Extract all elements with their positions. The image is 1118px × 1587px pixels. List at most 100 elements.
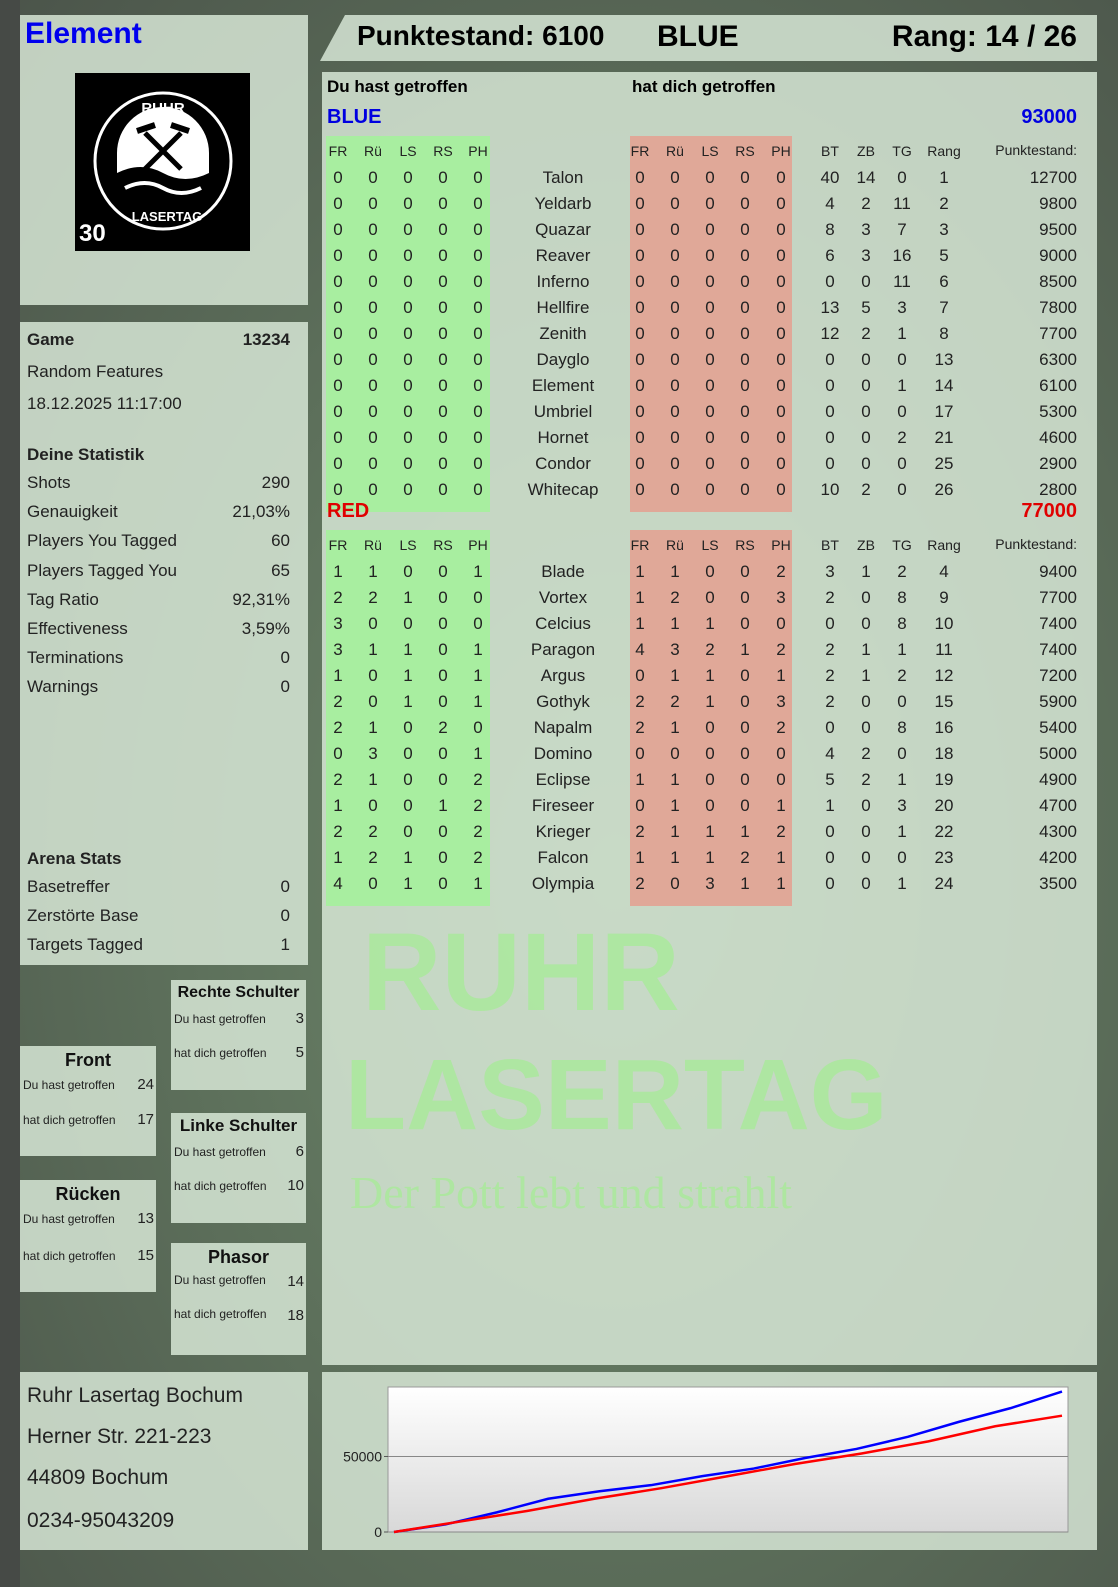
column-header: FR — [630, 143, 650, 159]
stat-cell: 1 — [897, 770, 907, 789]
stat-cell: 0 — [368, 428, 378, 447]
stat-cell: 5 — [861, 298, 871, 317]
stat-cell: 0 — [825, 874, 835, 893]
stat-cell: 0 — [635, 376, 645, 395]
stat-cell: 1 — [403, 588, 413, 607]
team-label: BLUE — [657, 20, 739, 53]
column-header: RS — [433, 537, 453, 553]
stat-cell: 0 — [670, 744, 680, 763]
stat-label: Terminations — [27, 648, 124, 668]
stat-cell: 2 — [861, 744, 871, 763]
stat-value: 65 — [271, 560, 290, 580]
stat-label: Players Tagged You — [27, 560, 177, 580]
stat-label: Tag Ratio — [27, 589, 99, 609]
stat-cell: 0 — [705, 272, 715, 291]
stat-cell: 11 — [893, 194, 911, 213]
stat-cell: 0 — [861, 454, 871, 473]
column-header: FR — [630, 537, 650, 553]
stat-cell: 0 — [333, 272, 343, 291]
stat-value: 290 — [261, 473, 290, 492]
stat-cell: 3 — [825, 562, 835, 581]
stat-cell: 0 — [825, 848, 835, 867]
stat-cell: 0 — [670, 298, 680, 317]
stat-cell: 1 — [897, 822, 907, 841]
stat-cell: 2 — [776, 822, 786, 841]
stat-cell: 1 — [705, 666, 715, 685]
stat-cell: 0 — [635, 272, 645, 291]
stat-cell: 0 — [635, 744, 645, 763]
stat-cell: 0 — [776, 454, 786, 473]
column-header: PH — [771, 537, 791, 553]
column-header: PH — [468, 537, 488, 553]
arena-stat-label: Basetreffer — [27, 877, 110, 896]
stat-cell: 0 — [635, 194, 645, 213]
stat-cell: 0 — [438, 848, 448, 867]
stat-cell: 2 — [670, 692, 680, 711]
stat-cell: 0 — [635, 168, 645, 187]
hit-you-band — [630, 530, 792, 906]
stat-cell: 0 — [825, 822, 835, 841]
stat-cell: 0 — [705, 324, 715, 343]
stat-cell: 1 — [740, 640, 750, 659]
stat-cell: 3 — [705, 874, 715, 893]
stat-cell: 0 — [438, 298, 448, 317]
stat-cell: 0 — [438, 874, 448, 893]
column-header: BT — [821, 143, 839, 159]
stat-cell: 2 — [861, 770, 871, 789]
player-score: 9800 — [1039, 194, 1077, 213]
zone-title: Front — [65, 1050, 111, 1070]
stat-cell: 0 — [333, 324, 343, 343]
logo-icon: RUHR LASERTAG 30 — [79, 91, 233, 247]
stat-cell: 0 — [705, 168, 715, 187]
stat-cell: 0 — [438, 454, 448, 473]
zone-title: Rechte Schulter — [177, 984, 300, 1001]
player-name: Celcius — [535, 614, 591, 633]
arena-stat-value: 0 — [280, 877, 290, 896]
stat-cell: 0 — [635, 220, 645, 239]
stat-cell: 0 — [473, 246, 483, 265]
stat-cell: 0 — [473, 718, 483, 737]
stat-cell: 0 — [368, 376, 378, 395]
player-name: Whitecap — [527, 480, 599, 499]
stat-cell: 0 — [705, 220, 715, 239]
stat-cell: 0 — [776, 402, 786, 421]
stat-cell: 0 — [740, 666, 750, 685]
stat-cell: 0 — [438, 744, 448, 763]
stat-cell: 0 — [825, 350, 835, 369]
zone-ruecken: Rücken Du hast getroffen 13 hat dich getr… — [20, 1180, 156, 1292]
stat-cell: 0 — [776, 246, 786, 265]
stat-cell: 0 — [861, 796, 871, 815]
player-name: Hellfire — [536, 298, 590, 317]
stat-cell: 1 — [740, 874, 750, 893]
stat-cell: 0 — [403, 194, 413, 213]
stat-cell: 0 — [861, 272, 871, 291]
stat-cell: 0 — [740, 194, 750, 213]
stat-cell: 0 — [473, 588, 483, 607]
stat-cell: 1 — [333, 796, 343, 815]
score-chart: 0 50000 — [343, 1386, 1069, 1540]
stat-cell: 0 — [403, 220, 413, 239]
stat-cell: 2 — [825, 640, 835, 659]
stat-cell: 0 — [438, 428, 448, 447]
stat-cell: 0 — [403, 454, 413, 473]
stat-cell: 0 — [438, 770, 448, 789]
column-header: ZB — [857, 537, 875, 553]
zone-hit-label: Du hast getroffen — [174, 1273, 266, 1287]
stat-cell: 14 — [934, 376, 954, 395]
stat-cell: 1 — [861, 666, 871, 685]
stat-cell: 2 — [333, 770, 343, 789]
score-chart-panel: 0 50000 — [322, 1372, 1097, 1550]
stat-cell: 0 — [368, 350, 378, 369]
column-header: LS — [701, 537, 719, 553]
stat-cell: 0 — [897, 744, 907, 763]
stat-cell: 0 — [861, 402, 871, 421]
stat-cell: 0 — [740, 770, 750, 789]
zone-hit-label: Du hast getroffen — [174, 1145, 266, 1159]
stat-cell: 3 — [897, 796, 907, 815]
stat-cell: 0 — [438, 666, 448, 685]
stat-cell: 0 — [705, 744, 715, 763]
stat-cell: 0 — [740, 402, 750, 421]
stat-cell: 1 — [635, 614, 645, 633]
stat-cell: 0 — [776, 428, 786, 447]
stat-cell: 0 — [635, 402, 645, 421]
